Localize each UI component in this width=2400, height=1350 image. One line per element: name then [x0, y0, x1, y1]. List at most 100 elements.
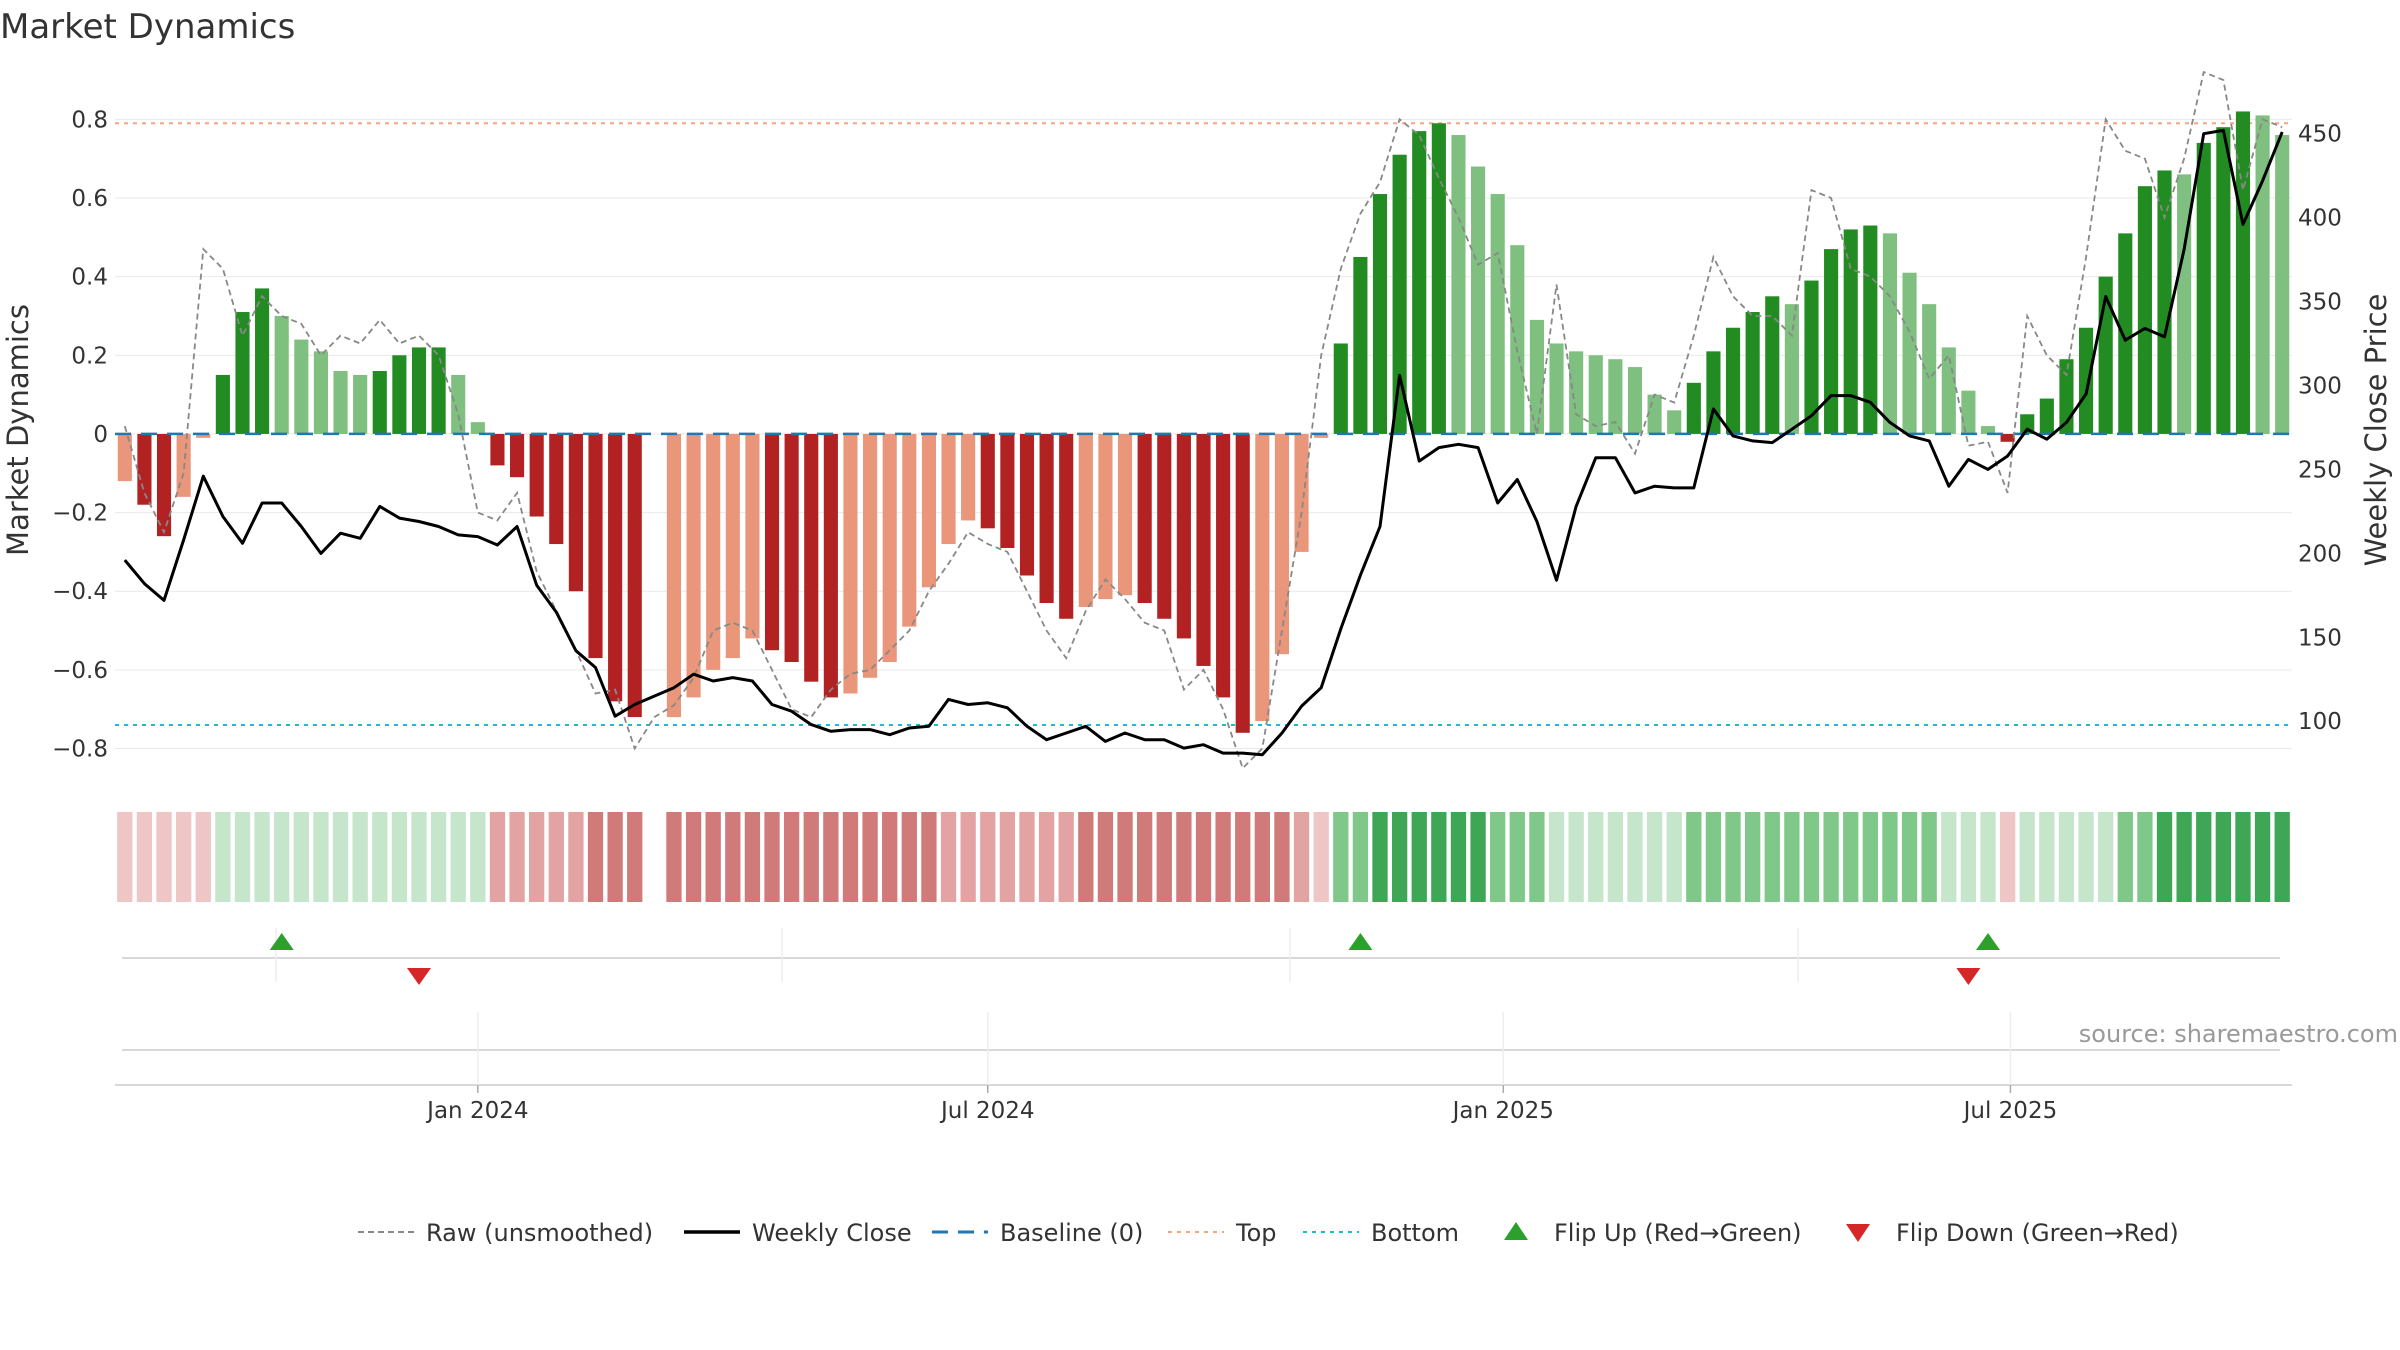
right-tick-label: 100: [2298, 709, 2342, 735]
dynamics-bar: [1216, 433, 1231, 698]
legend-item: Raw (unsmoothed): [358, 1219, 653, 1247]
regime-cell: [882, 812, 898, 902]
dynamics-bar: [549, 433, 564, 545]
dynamics-bar: [745, 433, 760, 639]
legend: Raw (unsmoothed) Weekly Close Baseline (0)…: [358, 1219, 2179, 1247]
regime-cell: [2156, 812, 2173, 902]
regime-cell: [568, 812, 584, 902]
dynamics-bar: [1412, 131, 1427, 434]
regime-cell: [1568, 812, 1584, 902]
regime-cell: [2019, 812, 2035, 902]
regime-cell: [548, 812, 564, 902]
regime-cell: [1725, 812, 1741, 902]
left-tick-label: 0.4: [71, 265, 108, 291]
dynamics-bar: [431, 347, 446, 434]
regime-cell: [254, 812, 270, 902]
dynamics-bar: [470, 422, 485, 434]
regime-cell: [1156, 812, 1172, 902]
dynamics-bar: [509, 433, 525, 478]
regime-cell: [1058, 812, 1074, 902]
reference-levels: [115, 122, 2292, 726]
regime-cell: [1195, 812, 1212, 902]
regime-cell: [1293, 812, 1310, 902]
dynamics-bar: [117, 433, 132, 482]
dynamics-bar: [1922, 304, 1937, 434]
regime-cell: [1980, 812, 1996, 902]
regime-cell: [764, 812, 780, 902]
regime-cell: [509, 812, 525, 902]
regime-cell: [1843, 812, 1859, 902]
dynamics-bar: [1471, 166, 1486, 434]
regime-cell: [842, 812, 859, 902]
regime-cell: [2078, 812, 2094, 902]
regime-cell: [2176, 812, 2192, 902]
regime-cell: [391, 812, 408, 902]
right-tick-label: 150: [2298, 625, 2342, 651]
dynamics-bar: [2118, 233, 2133, 434]
source-note: source: sharemaestro.com: [2079, 1020, 2398, 1048]
raw-line: [123, 70, 2283, 770]
regime-cell: [1548, 812, 1565, 902]
regime-cell: [2058, 812, 2075, 902]
dynamics-bar: [863, 433, 878, 678]
regime-cell: [470, 812, 486, 902]
regime-cell: [1921, 812, 1937, 902]
dynamics-bar: [1176, 433, 1191, 639]
dynamics-bar: [1255, 433, 1270, 722]
dynamics-bar: [2157, 170, 2172, 434]
regime-cell: [2274, 812, 2290, 902]
right-tick-label: 350: [2298, 290, 2342, 316]
raw-series: [123, 70, 2283, 770]
dynamics-bar: [1196, 433, 1211, 666]
dynamics-bar: [1961, 390, 1976, 434]
dynamics-bar: [1824, 249, 1839, 434]
regime-cell: [411, 812, 427, 902]
dynamics-bar: [1019, 433, 1035, 576]
dynamics-bar: [1098, 433, 1113, 600]
dynamics-bar: [921, 433, 936, 588]
regime-cell: [783, 812, 800, 902]
regime-cell: [1764, 812, 1780, 902]
regime-cell: [666, 812, 682, 902]
dynamics-bar: [608, 433, 623, 702]
dynamics-bar: [353, 374, 368, 434]
dynamics-bars: [115, 111, 2292, 733]
dynamics-bar: [1059, 433, 1074, 619]
dynamics-bar: [294, 339, 309, 434]
legend-label: Raw (unsmoothed): [426, 1219, 653, 1247]
dynamics-bar: [1157, 433, 1172, 619]
regime-cell: [1470, 812, 1486, 902]
regime-cell: [1960, 812, 1977, 902]
regime-cell: [725, 812, 741, 902]
regime-cell: [1450, 812, 1467, 902]
regime-cell: [293, 812, 309, 902]
dynamics-bar: [372, 371, 387, 434]
dynamics-bar: [274, 315, 289, 434]
regime-cell: [1490, 812, 1506, 902]
dynamics-bar: [2177, 174, 2192, 434]
regime-cell: [234, 812, 251, 902]
dynamics-bar: [1372, 194, 1388, 434]
regime-cell: [940, 812, 957, 902]
dynamics-bar: [666, 433, 682, 718]
regime-cell: [1254, 812, 1270, 902]
dynamics-bar: [1765, 296, 1780, 434]
date-tick-label: Jul 2025: [1962, 1098, 2058, 1124]
chart-title: Market Dynamics: [0, 7, 295, 47]
regime-cell: [332, 812, 349, 902]
dynamics-bar: [1274, 433, 1290, 655]
legend-label: Baseline (0): [1000, 1219, 1143, 1247]
regime-cell: [430, 812, 447, 902]
regime-cell: [1333, 812, 1349, 902]
dynamics-bar: [1451, 135, 1466, 434]
dynamics-bar: [1000, 433, 1015, 548]
regime-cell: [2117, 812, 2133, 902]
date-axis: Jan 2024 Jul 2024 Jan 2025 Jul 2025: [115, 1012, 2292, 1124]
flip-down-marker: [406, 968, 431, 985]
dynamics-bar: [1627, 367, 1643, 434]
dynamics-bar: [529, 433, 544, 517]
left-tick-label: 0.8: [71, 107, 108, 133]
regime-cell: [450, 812, 466, 902]
dynamics-bar: [1235, 433, 1250, 733]
regime-cell: [2039, 812, 2055, 902]
